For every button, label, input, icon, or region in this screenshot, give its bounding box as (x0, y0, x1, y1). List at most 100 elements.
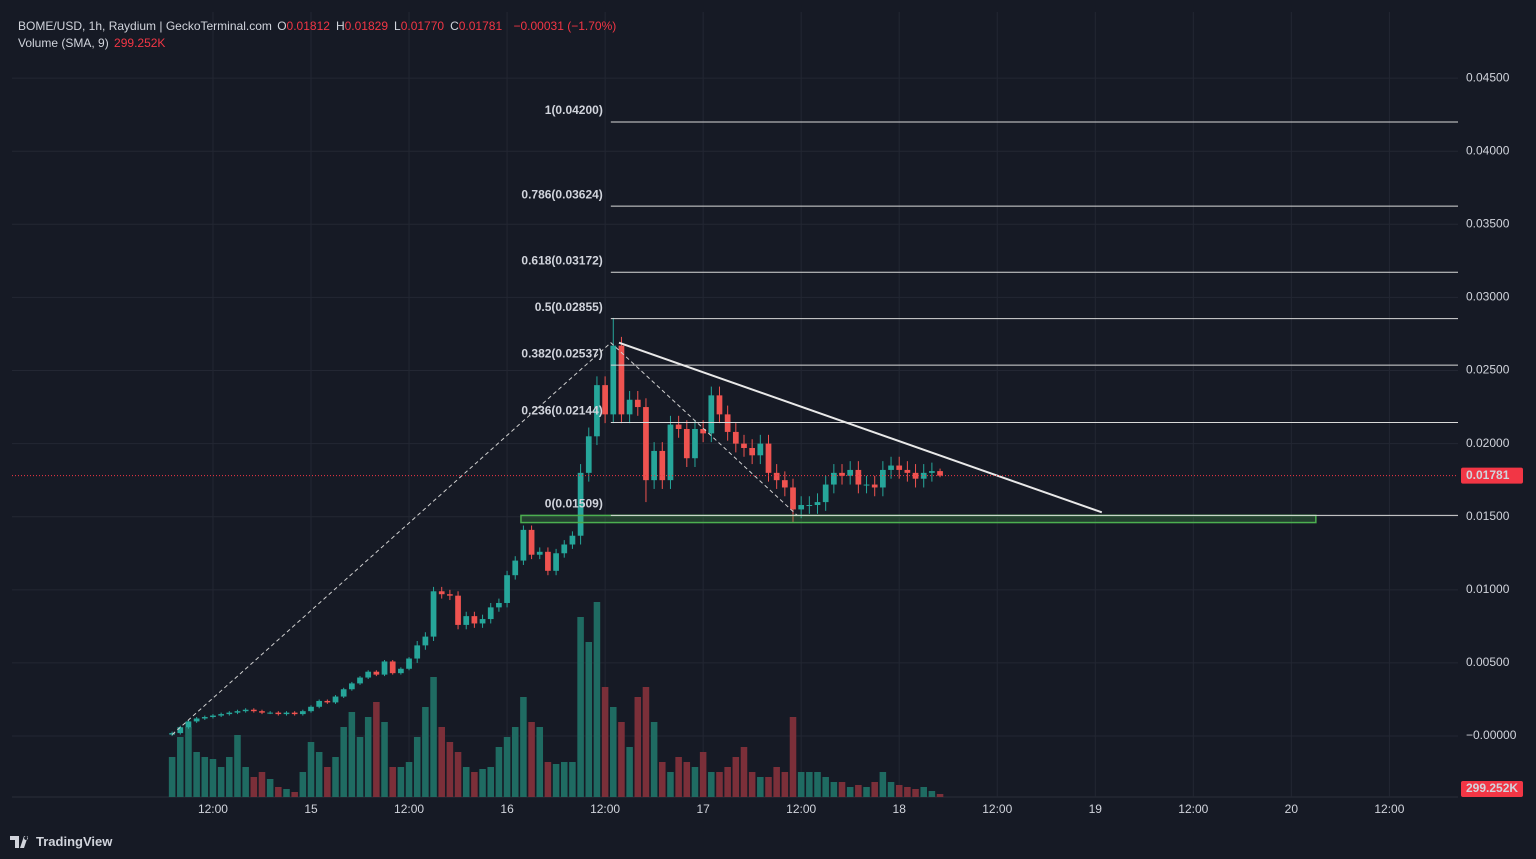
volume-bar (667, 772, 674, 797)
candle-body (880, 469, 886, 488)
candle-body (316, 700, 323, 707)
ohlc-value: 0.01770 (400, 19, 445, 33)
candle-body (201, 717, 208, 719)
volume-bar (454, 752, 462, 797)
x-tick-label: 15 (304, 802, 318, 816)
candle-body (855, 469, 862, 485)
y-tick-label: 0.04000 (1466, 143, 1510, 157)
candle-body (626, 399, 633, 415)
candle-body (234, 711, 241, 713)
volume-bar (520, 697, 527, 797)
candle-body (716, 395, 723, 415)
ohlc-key: C (450, 19, 459, 33)
candle-body (528, 529, 535, 555)
volume-bar (642, 687, 650, 797)
candle-body (267, 712, 274, 714)
candle-body (487, 607, 494, 620)
candle-body (814, 502, 821, 506)
candle-body (765, 443, 772, 473)
candle-body (275, 712, 282, 715)
volume-bar (528, 722, 535, 797)
y-tick-label: −0.00000 (1466, 728, 1517, 742)
volume-bar (936, 794, 944, 797)
candle-body (724, 414, 731, 432)
volume-bar (332, 757, 339, 797)
volume-bar (610, 707, 617, 797)
symbol: BOME/USD, 1h, Raydium | GeckoTerminal.co… (18, 19, 272, 33)
volume-bar (928, 791, 936, 797)
volume-bar (675, 757, 682, 797)
volume-bar (177, 737, 184, 797)
candle-body (847, 469, 854, 476)
volume-bar (879, 772, 887, 797)
candle-body (169, 733, 175, 735)
volume-bar (585, 642, 593, 797)
y-tick-label: 0.02000 (1466, 436, 1510, 450)
volume-bar (699, 752, 707, 797)
candle-body (659, 450, 666, 481)
legend-row: Volume (SMA, 9) 299.252K (18, 35, 618, 52)
candle-body (496, 602, 502, 608)
volume-bar (577, 617, 584, 797)
last-price-label: 0.01781 (1466, 468, 1510, 482)
candle-body (210, 715, 216, 718)
volume-bar (405, 762, 413, 797)
candle-body (381, 661, 388, 675)
volume-bar (912, 789, 919, 797)
volume-bar (209, 759, 217, 797)
volume-bar (291, 792, 298, 797)
volume-sma-box (1461, 781, 1523, 797)
volume-bar (634, 697, 642, 797)
volume-bar (299, 772, 307, 797)
candle-body (643, 407, 649, 481)
volume-bar (757, 777, 764, 797)
x-tick-label: 12:00 (1374, 802, 1404, 816)
last-price-box (1461, 467, 1523, 484)
candle-body (226, 712, 233, 715)
volume-bar (716, 772, 723, 797)
volume-bar (462, 767, 470, 797)
candle-body (553, 553, 559, 571)
ohlc-key: O (277, 19, 287, 33)
candle-body (218, 714, 224, 716)
volume-bar (373, 702, 380, 797)
candle-body (577, 472, 584, 536)
x-tick-label: 18 (893, 802, 907, 816)
fib-label: 0(0.01509) (545, 497, 603, 511)
candle-body (732, 431, 739, 444)
candle-body (365, 671, 372, 678)
volume-bar (871, 782, 878, 797)
x-tick-label: 12:00 (786, 802, 816, 816)
volume-bar (266, 779, 274, 797)
candle-body (479, 619, 486, 624)
volume-bar (307, 742, 315, 797)
candle-body (790, 487, 796, 510)
volume-bar (691, 767, 699, 797)
candle-body (863, 484, 870, 486)
volume-bar (217, 767, 225, 797)
support-zone (520, 514, 1317, 524)
volume-bar (258, 772, 266, 797)
candle-body (324, 700, 331, 703)
volume-bar (920, 787, 927, 797)
candle-body (757, 443, 764, 456)
legend-row: BOME/USD, 1h, Raydium | GeckoTerminal.co… (18, 18, 618, 35)
volume-bar (544, 762, 552, 797)
volume-bar (659, 762, 666, 797)
volume-bar (904, 787, 911, 797)
candle-body (667, 424, 674, 481)
candle-body (602, 385, 608, 415)
x-tick-label: 12:00 (982, 802, 1012, 816)
fib-label: 0.618(0.03172) (521, 253, 602, 267)
volume-bar (471, 772, 478, 797)
x-tick-label: 12:00 (1178, 802, 1208, 816)
candle-body (937, 471, 943, 476)
candle-body (929, 471, 935, 473)
volume-bar (283, 789, 290, 797)
volume-bar (618, 722, 625, 797)
change: −0.00031 (−1.70%) (513, 19, 617, 33)
candle-body (357, 677, 363, 684)
volume-bar (364, 717, 372, 797)
candle-body (332, 696, 339, 703)
x-tick-label: 12:00 (198, 802, 228, 816)
